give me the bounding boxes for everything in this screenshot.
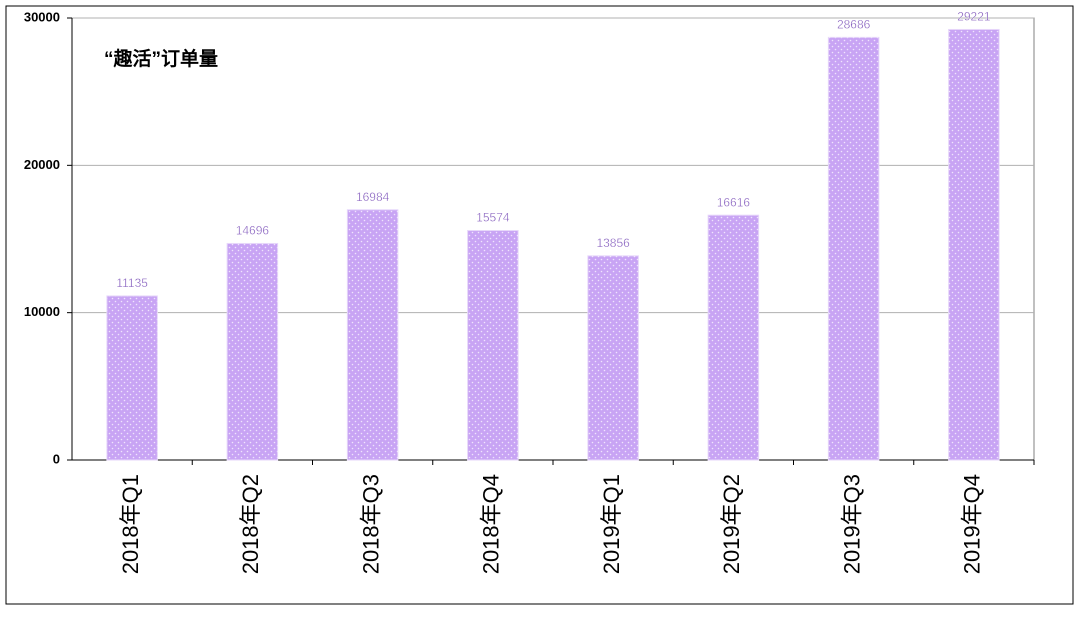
y-tick-label: 30000 [24,9,60,24]
x-tick-label: 2018年Q4 [479,474,504,574]
bar-texture [587,255,639,460]
y-tick-label: 20000 [24,157,60,172]
bar-texture [948,29,1000,461]
value-label: 15574 [476,211,510,225]
value-label: 14696 [236,224,270,238]
x-tick-label: 2019年Q3 [839,474,864,574]
bar-texture [106,295,158,460]
chart-title: “趣活”订单量 [104,47,218,70]
value-label: 16984 [356,190,390,204]
bar-texture [708,215,759,460]
value-label: 28686 [837,18,871,32]
value-label: 13856 [596,236,630,250]
value-label: 29221 [957,10,991,24]
value-label: 16616 [717,195,751,209]
y-tick-label: 10000 [24,304,60,319]
x-tick-label: 2019年Q2 [719,474,744,574]
x-tick-label: 2018年Q1 [118,474,143,574]
bar-texture [227,243,278,460]
chart-border [5,5,1074,605]
bar-texture [828,37,879,461]
x-tick-label: 2018年Q2 [238,474,263,574]
bar-texture [347,209,398,460]
x-tick-label: 2018年Q3 [358,474,383,574]
bar-texture [467,230,519,460]
value-label: 11135 [116,276,148,290]
y-tick-label: 0 [53,451,60,466]
x-tick-label: 2019年Q4 [960,474,985,574]
x-tick-label: 2019年Q1 [599,474,624,574]
